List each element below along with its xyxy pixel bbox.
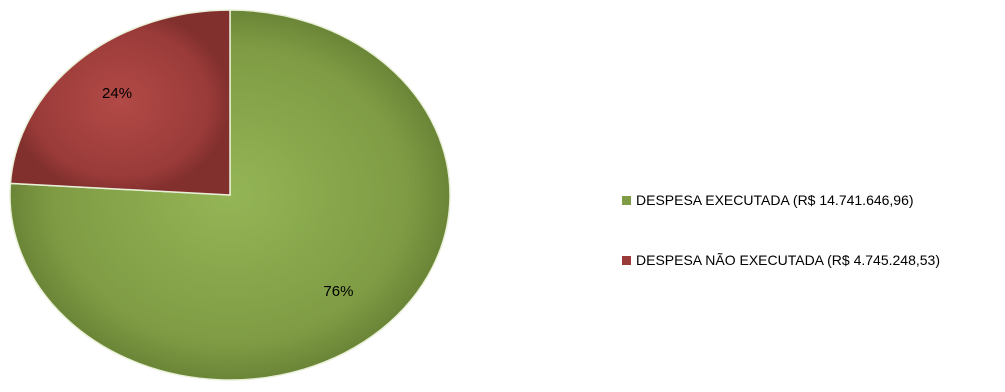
legend-label-despesa-nao-executada: DESPESA NÃO EXECUTADA (R$ 4.745.248,53): [636, 252, 940, 268]
pie-slices: [9, 9, 451, 381]
pie-slice-despesa-nao-executada: [9, 9, 231, 196]
slice-label-despesa-executada: 76%: [323, 283, 353, 300]
legend-swatch-despesa-executada: [622, 195, 631, 205]
legend: DESPESA EXECUTADA (R$ 14.741.646,96) DES…: [622, 190, 940, 310]
legend-label-despesa-executada: DESPESA EXECUTADA (R$ 14.741.646,96): [636, 192, 914, 208]
slice-label-despesa-nao-executada: 24%: [102, 85, 132, 102]
legend-item-despesa-executada: DESPESA EXECUTADA (R$ 14.741.646,96): [622, 190, 940, 210]
legend-swatch-despesa-nao-executada: [622, 255, 631, 265]
pie-slice-labels: 76% 24%: [102, 85, 353, 300]
legend-item-despesa-nao-executada: DESPESA NÃO EXECUTADA (R$ 4.745.248,53): [622, 250, 940, 270]
